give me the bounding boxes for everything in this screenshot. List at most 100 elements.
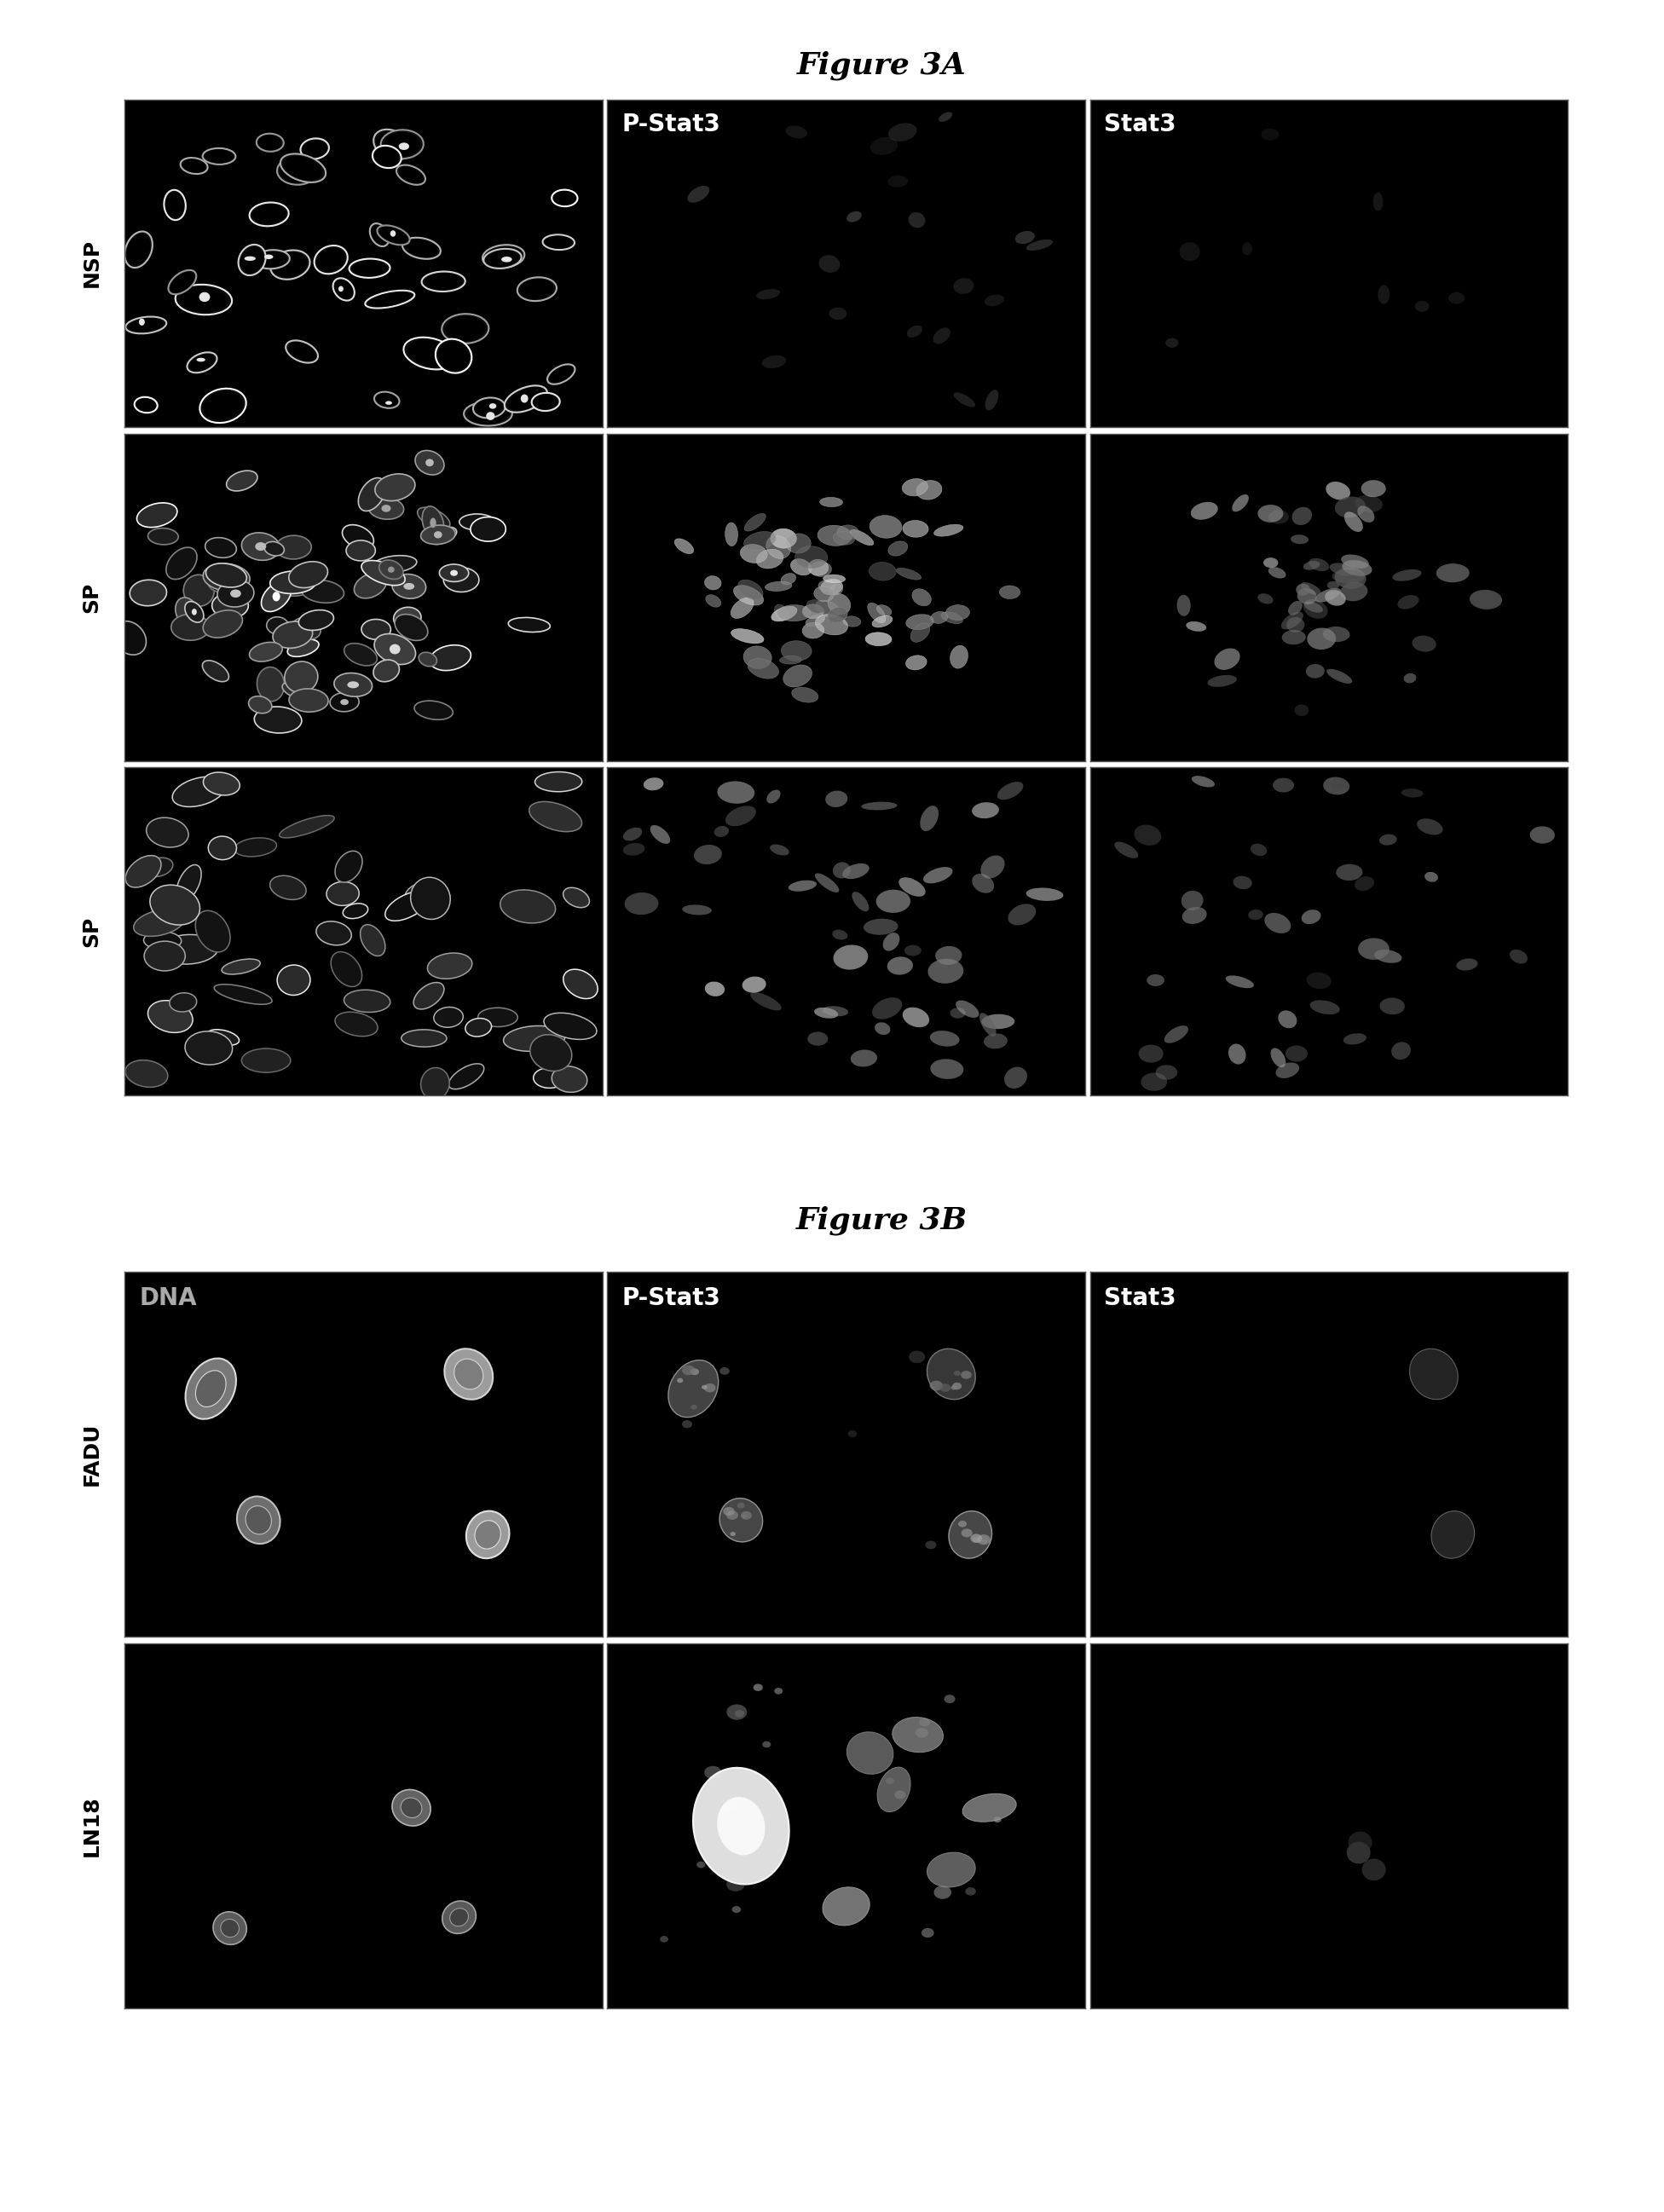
Ellipse shape [780, 655, 802, 664]
Ellipse shape [740, 544, 767, 564]
Ellipse shape [1346, 1843, 1371, 1865]
Ellipse shape [902, 520, 929, 538]
Ellipse shape [128, 319, 163, 332]
Ellipse shape [934, 524, 963, 535]
Ellipse shape [815, 599, 840, 617]
Ellipse shape [1303, 599, 1328, 619]
Ellipse shape [962, 1794, 1017, 1823]
Text: Stat3: Stat3 [1105, 113, 1176, 137]
Ellipse shape [255, 706, 301, 732]
Ellipse shape [138, 319, 145, 325]
Ellipse shape [1341, 555, 1369, 568]
Ellipse shape [889, 542, 909, 555]
Ellipse shape [1165, 338, 1178, 347]
Ellipse shape [374, 392, 399, 409]
Ellipse shape [1281, 630, 1306, 644]
Ellipse shape [1261, 128, 1280, 139]
Ellipse shape [288, 639, 319, 657]
Text: Figure 3A: Figure 3A [797, 51, 967, 80]
Ellipse shape [1305, 602, 1323, 613]
Circle shape [953, 1371, 960, 1376]
Ellipse shape [1301, 582, 1321, 595]
Ellipse shape [552, 1066, 587, 1093]
Ellipse shape [742, 975, 765, 993]
Ellipse shape [248, 697, 271, 712]
Ellipse shape [301, 580, 344, 604]
Ellipse shape [270, 876, 306, 900]
Ellipse shape [534, 1068, 566, 1088]
Ellipse shape [1469, 591, 1503, 608]
Ellipse shape [850, 1051, 877, 1066]
Ellipse shape [554, 190, 576, 206]
Ellipse shape [950, 646, 968, 668]
Ellipse shape [546, 237, 572, 248]
Ellipse shape [867, 604, 885, 624]
Ellipse shape [200, 389, 246, 422]
Ellipse shape [414, 982, 444, 1009]
Ellipse shape [687, 186, 709, 204]
Ellipse shape [1263, 557, 1278, 568]
Ellipse shape [331, 951, 363, 987]
Ellipse shape [717, 781, 754, 803]
Ellipse shape [343, 524, 374, 549]
Ellipse shape [651, 825, 671, 843]
Ellipse shape [785, 533, 810, 553]
Ellipse shape [1295, 703, 1310, 717]
Text: SP: SP [82, 916, 102, 947]
Ellipse shape [544, 1013, 597, 1040]
Circle shape [724, 1506, 734, 1515]
Ellipse shape [406, 239, 438, 257]
Ellipse shape [1308, 557, 1330, 571]
Ellipse shape [334, 672, 373, 697]
Ellipse shape [1315, 588, 1341, 602]
Ellipse shape [429, 526, 456, 544]
Ellipse shape [847, 210, 862, 221]
Ellipse shape [429, 646, 471, 670]
Ellipse shape [1296, 584, 1310, 595]
Ellipse shape [343, 902, 368, 918]
Ellipse shape [393, 608, 421, 628]
Ellipse shape [265, 542, 285, 555]
Ellipse shape [1291, 535, 1308, 544]
Ellipse shape [815, 874, 839, 891]
Ellipse shape [301, 139, 329, 159]
Ellipse shape [276, 535, 311, 560]
Ellipse shape [160, 898, 188, 914]
Ellipse shape [814, 1006, 839, 1018]
Ellipse shape [834, 531, 855, 544]
Ellipse shape [240, 248, 263, 272]
Ellipse shape [250, 641, 283, 661]
Ellipse shape [824, 575, 845, 584]
Ellipse shape [870, 137, 899, 155]
Ellipse shape [1529, 827, 1554, 843]
Ellipse shape [1310, 1000, 1340, 1015]
Ellipse shape [125, 232, 153, 268]
Ellipse shape [1335, 566, 1366, 588]
Ellipse shape [765, 582, 792, 591]
Ellipse shape [744, 531, 775, 551]
Circle shape [909, 1352, 925, 1363]
Ellipse shape [1146, 973, 1165, 987]
Ellipse shape [429, 518, 436, 529]
Ellipse shape [113, 622, 146, 655]
Ellipse shape [1250, 843, 1266, 856]
Ellipse shape [173, 776, 226, 807]
Ellipse shape [1273, 779, 1295, 792]
Circle shape [943, 1694, 955, 1703]
Ellipse shape [255, 250, 290, 270]
Circle shape [774, 1688, 782, 1694]
Ellipse shape [376, 133, 408, 157]
Ellipse shape [414, 701, 453, 719]
Ellipse shape [1336, 865, 1363, 880]
Ellipse shape [864, 918, 899, 936]
Ellipse shape [439, 564, 469, 582]
Circle shape [702, 1385, 707, 1389]
Circle shape [682, 1420, 692, 1429]
Ellipse shape [780, 641, 812, 661]
Ellipse shape [205, 150, 233, 164]
Text: Figure 3B: Figure 3B [795, 1206, 968, 1234]
Ellipse shape [1448, 292, 1464, 303]
Ellipse shape [245, 257, 256, 261]
Ellipse shape [531, 394, 559, 411]
Circle shape [958, 1520, 967, 1526]
